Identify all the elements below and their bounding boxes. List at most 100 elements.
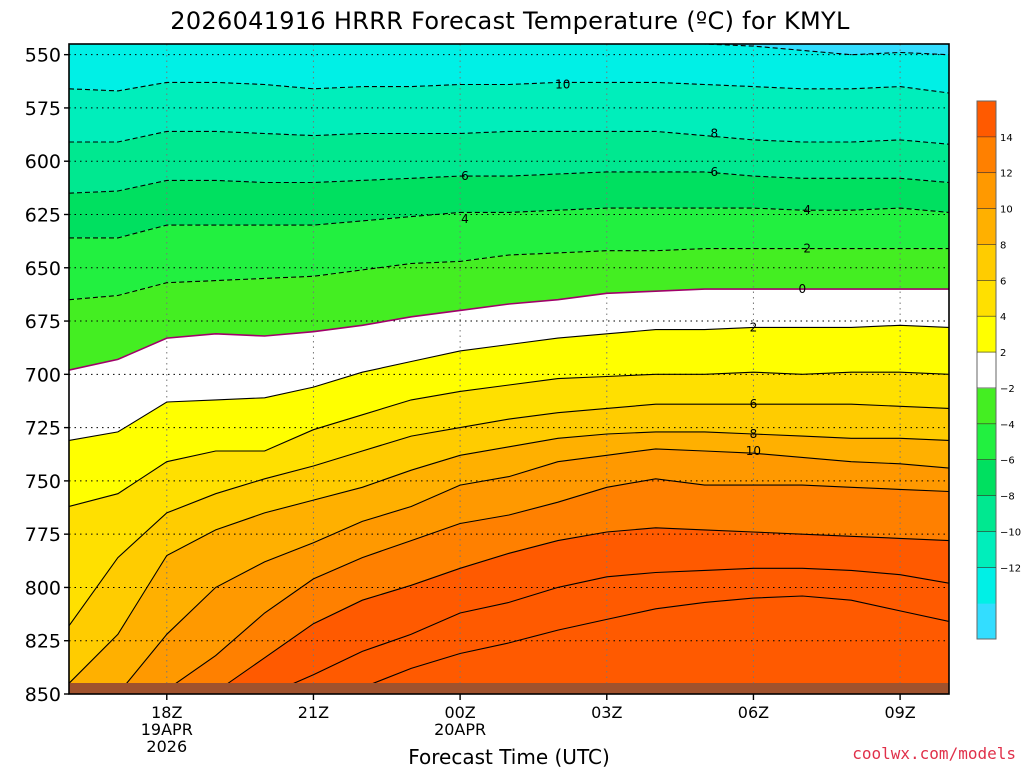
- band-0: [69, 289, 949, 441]
- plot-area: 10 8 6 6 4 4 2 0 2 6 8 10: [69, 44, 949, 694]
- colorbar-swatch: [977, 316, 996, 353]
- isotherm--8: [69, 130, 949, 145]
- isotherm--6: [69, 171, 949, 194]
- colorbar-tick-label: −10: [1000, 527, 1021, 538]
- band-14: [191, 527, 949, 694]
- isotherm-2: [69, 324, 949, 441]
- colorbar-swatch: [977, 567, 996, 604]
- xtick-label: 06Z: [738, 703, 769, 722]
- band--8: [69, 131, 949, 194]
- colorbar-tick-label: −2: [1000, 384, 1015, 395]
- gridlines: [69, 44, 949, 694]
- isotherm-10: [69, 448, 949, 694]
- isotherm-8: [69, 431, 949, 684]
- chart-title: 2026041916 HRRR Forecast Temperature (ºC…: [170, 7, 850, 35]
- colorbar-swatch: [977, 136, 996, 174]
- site-credit: coolwx.com/models: [852, 744, 1016, 763]
- colorbar-tick-label: 12: [1000, 169, 1013, 180]
- ytick-label: 775: [25, 524, 61, 546]
- isotherm-label: 6: [461, 169, 469, 183]
- band--12: [69, 44, 949, 93]
- isotherm-labels: 10 8 6 6 4 4 2 0 2 6 8 10: [461, 77, 811, 458]
- ground-surface: [69, 683, 949, 694]
- colorbar-tick-label: −8: [1000, 492, 1015, 503]
- xtick-label: 00Z: [444, 703, 475, 722]
- colorbar-frame: [976, 100, 997, 640]
- colorbar-swatch: [977, 603, 996, 640]
- ytick-label: 750: [25, 471, 61, 493]
- isotherm-18: [322, 595, 949, 694]
- plot-frame: [68, 43, 950, 695]
- isotherm-label: 0: [799, 282, 807, 296]
- colorbar-swatch: [977, 495, 996, 532]
- xtick-label: 18Z: [151, 703, 182, 722]
- isotherm--4: [69, 207, 949, 239]
- colorbar-tick-label: 2: [1000, 348, 1006, 359]
- isotherm-label: 8: [711, 127, 719, 141]
- band--6: [69, 171, 949, 238]
- ytick-label: 700: [25, 364, 61, 386]
- isotherm-label: 10: [555, 77, 570, 91]
- isotherm-label: 10: [746, 444, 761, 458]
- isotherm-label: 4: [803, 203, 811, 217]
- isotherm-12: [129, 478, 949, 694]
- ytick-label: 725: [25, 418, 61, 440]
- ytick-label: 800: [25, 577, 61, 599]
- isotherm-4: [69, 371, 949, 508]
- colorbar-swatch: [977, 280, 996, 317]
- ytick-label: 625: [25, 204, 61, 226]
- colorbar: 14 12 10 8 6 4 2 −2 −4 −6 −8 −10 −12: [976, 100, 1021, 640]
- isotherm-label: 2: [803, 242, 811, 256]
- isotherm-lines: [69, 44, 949, 694]
- colorbar-swatch: [977, 208, 996, 245]
- temperature-fills: [69, 44, 949, 694]
- ytick-label: 600: [25, 151, 61, 173]
- isotherm-0: [69, 288, 949, 371]
- isotherm-label: 2: [750, 320, 758, 334]
- colorbar-tick-label: 10: [1000, 205, 1013, 216]
- ytick-label: 825: [25, 631, 61, 653]
- x-axis-label: Forecast Time (UTC): [408, 745, 610, 768]
- colorbar-tick-label: −6: [1000, 456, 1015, 467]
- colorbar-tick-label: −12: [1000, 563, 1021, 574]
- band--2: [69, 248, 949, 371]
- colorbar-swatch: [977, 101, 996, 138]
- colorbar-tick-label: 6: [1000, 276, 1006, 287]
- xtick-label: 19APR: [141, 720, 193, 739]
- band-12: [133, 478, 949, 694]
- band-4: [69, 372, 949, 626]
- band-16: [269, 568, 949, 694]
- isotherm-label: 6: [711, 165, 719, 179]
- isotherm-label: 6: [750, 397, 758, 411]
- band-10: [69, 448, 949, 694]
- colorbar-tick-label: −4: [1000, 420, 1015, 431]
- colorbar-tick-label: 14: [1000, 133, 1013, 144]
- ytick-label: 550: [25, 45, 61, 67]
- colorbar-swatch: [977, 172, 996, 210]
- colorbar-swatch: [977, 387, 996, 425]
- band-6: [69, 404, 949, 684]
- ytick-label: 650: [25, 258, 61, 280]
- isotherm-label: 4: [461, 212, 469, 226]
- colorbar-swatch: [977, 352, 996, 389]
- xtick-label: 21Z: [298, 703, 329, 722]
- colorbar-swatch: [977, 531, 996, 568]
- ytick-label: 675: [25, 311, 61, 333]
- colorbar-swatch: [977, 423, 996, 461]
- isotherm-16: [268, 567, 949, 694]
- xtick-label: 20APR: [434, 720, 486, 739]
- colorbar-tick-label: 8: [1000, 240, 1006, 251]
- band-18: [325, 596, 949, 694]
- colorbar-swatch: [977, 459, 996, 497]
- isotherm-label: 8: [750, 427, 758, 441]
- band--10: [69, 82, 949, 145]
- colorbar-tick-label: 4: [1000, 312, 1006, 323]
- xtick-label: 03Z: [591, 703, 622, 722]
- isotherm--2: [69, 248, 949, 301]
- ytick-label: 575: [25, 98, 61, 120]
- isotherm-6: [69, 403, 949, 627]
- xtick-label: 2026: [146, 737, 187, 756]
- y-axis: 550 575 600 625 650 675 700 725 750 775 800 825 850: [25, 45, 69, 706]
